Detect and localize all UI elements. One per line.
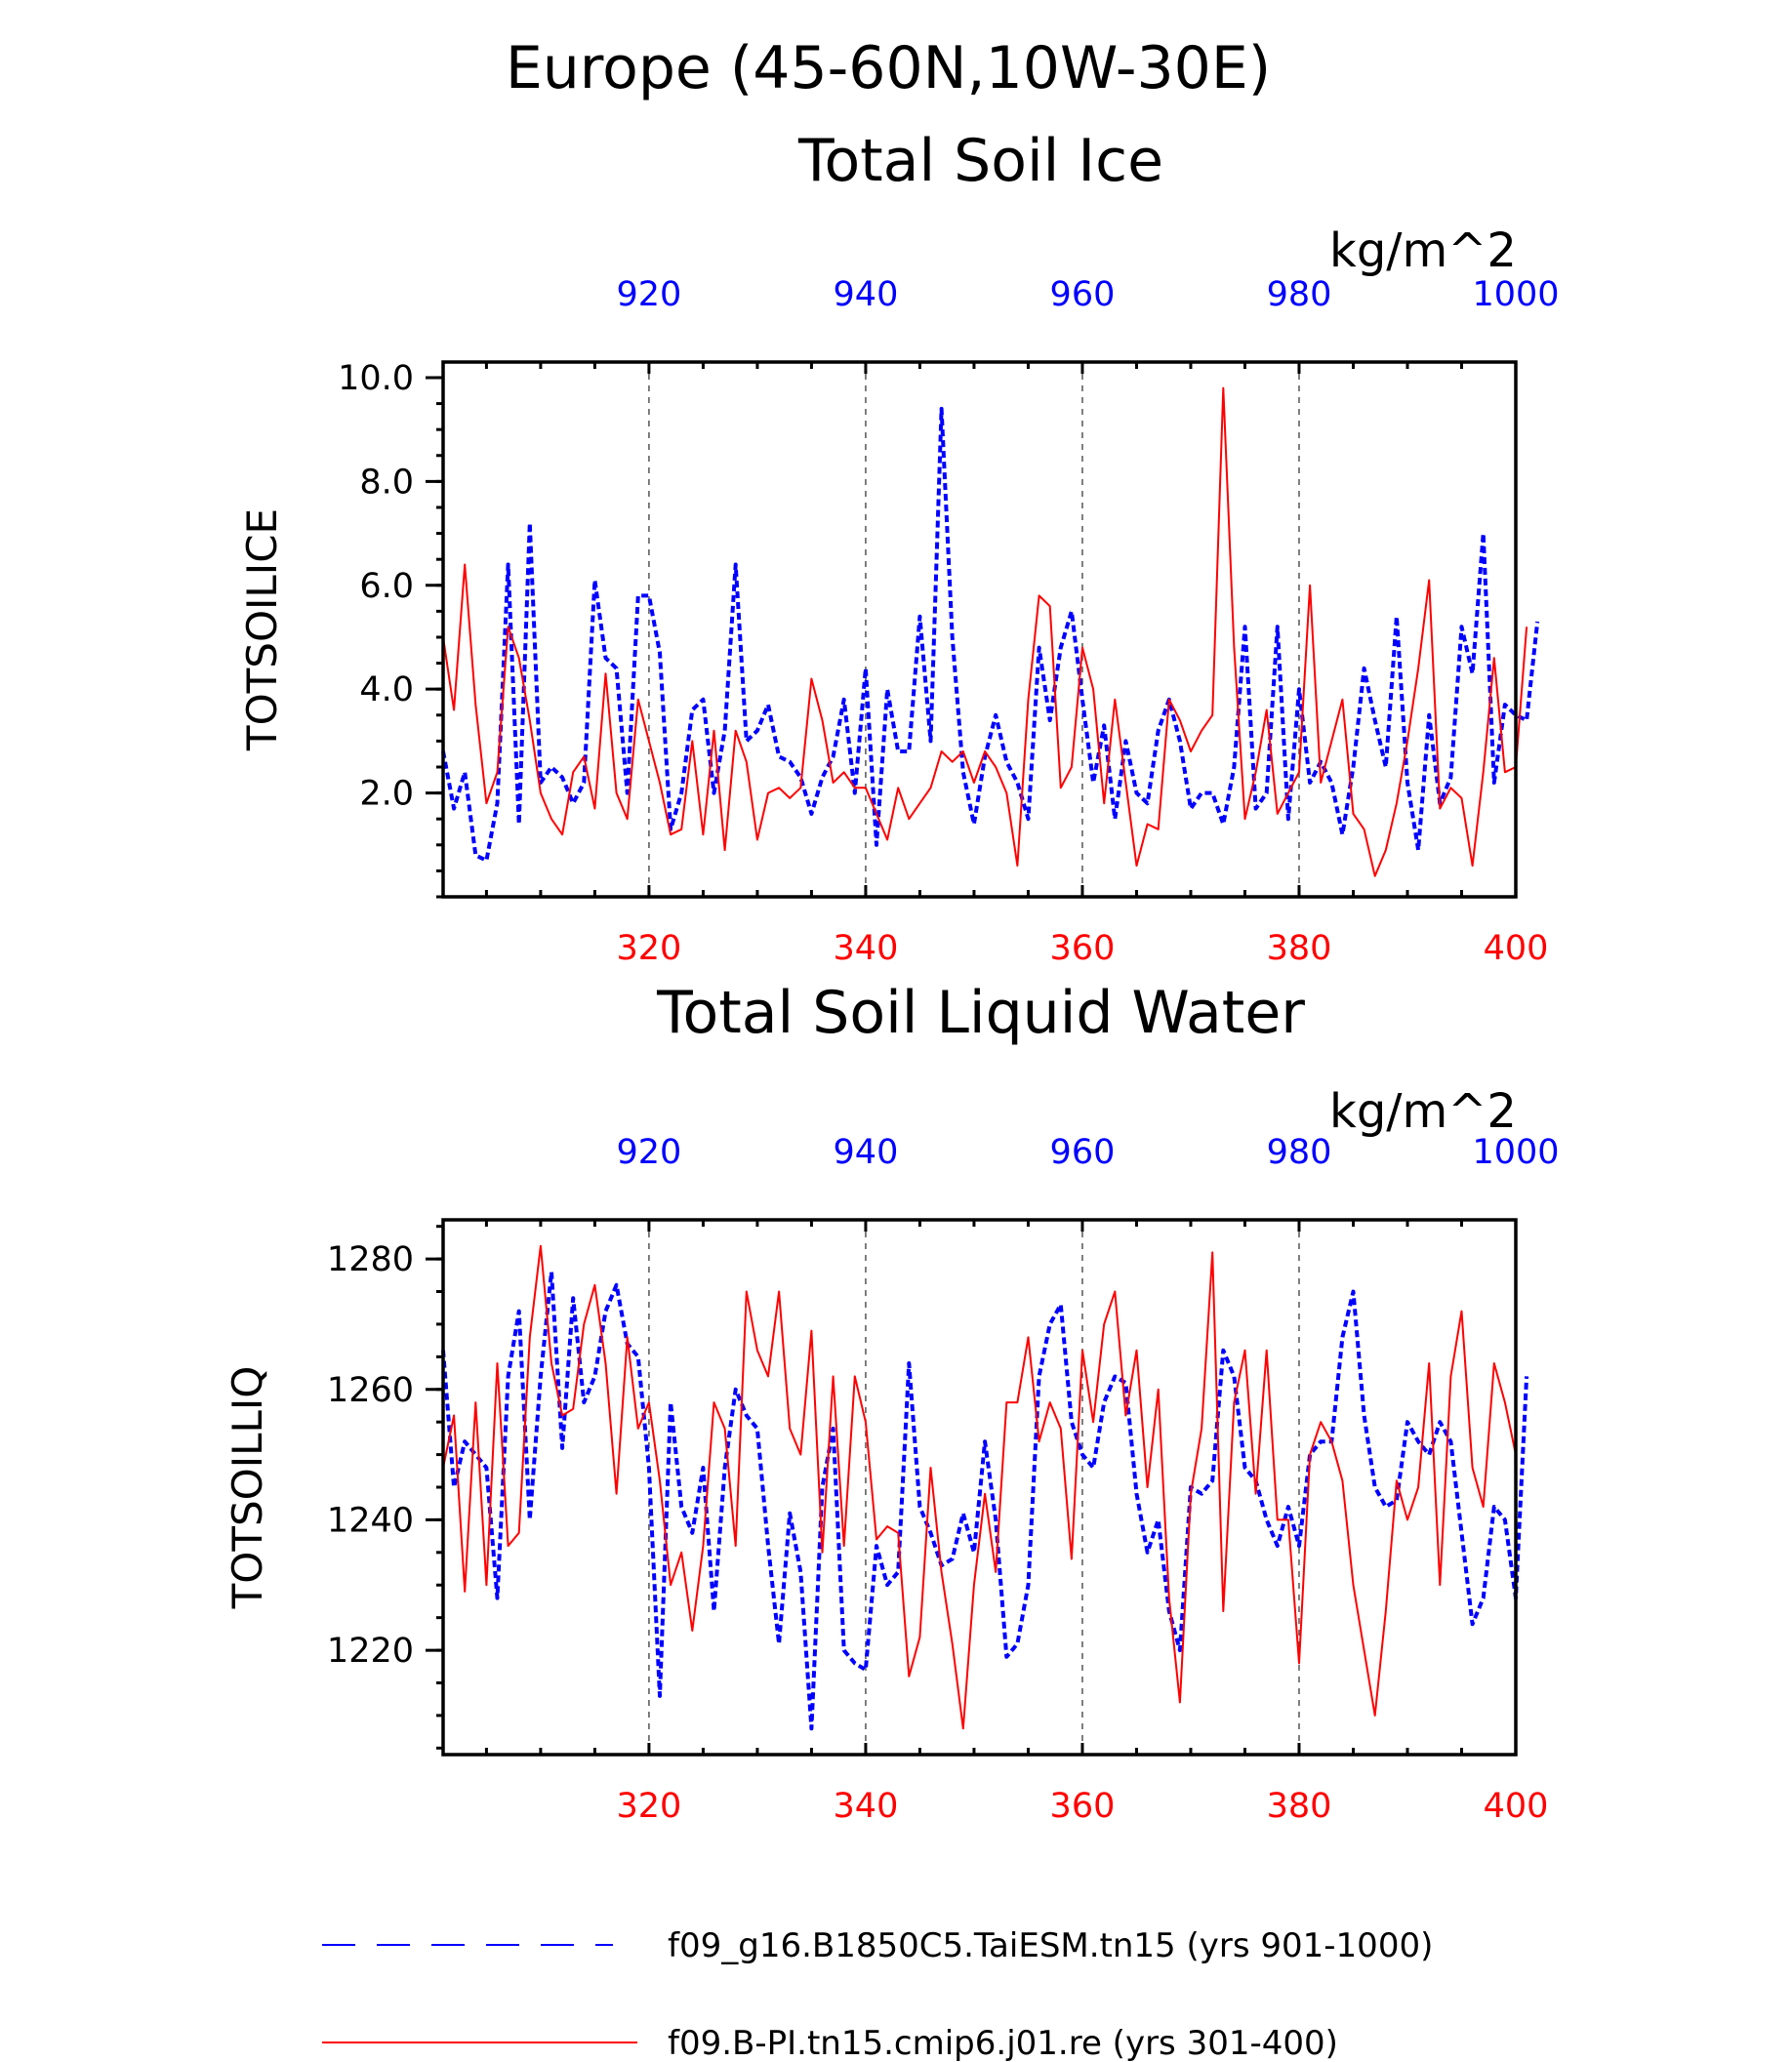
axis-ticks: 320 920 340 940 360 960 380 980 400 1000 2.0 4.0 6.0…	[338, 275, 1559, 968]
series-line-cmip6	[442, 386, 1528, 877]
y-tick-label: 2.0	[359, 775, 414, 814]
y-axis-label: TOTSOILLIQ	[224, 1366, 271, 1610]
series-lines	[441, 386, 1540, 877]
series-line-taiesm	[441, 406, 1540, 863]
plot-frame	[441, 1218, 1518, 1757]
y-tick-label: 8.0	[359, 463, 414, 502]
series-line-cmip6	[442, 1244, 1517, 1730]
x-tick-label-top: 920	[617, 1133, 682, 1172]
series-line-taiesm	[441, 1270, 1529, 1731]
axis-ticks: 320 920 340 940 360 960 380 980 400 1000 1220 1240 1…	[327, 1133, 1560, 1826]
x-tick-label-bottom: 360	[1050, 929, 1116, 968]
x-tick-label-bottom: 400	[1484, 1787, 1549, 1826]
x-tick-label-top: 940	[834, 275, 899, 314]
x-tick-label-bottom: 380	[1267, 929, 1332, 968]
legend-label-cmip6: f09.B-PI.tn15.cmip6.j01.re (yrs 301-400)	[668, 2024, 1338, 2062]
x-tick-label-top: 1000	[1472, 275, 1559, 314]
panel1-subtitle: Total Soil Ice	[797, 127, 1163, 195]
y-tick-label: 1280	[327, 1240, 414, 1279]
y-tick-label: 1260	[327, 1371, 414, 1410]
panel1-units: kg/m^2	[1329, 223, 1517, 278]
grid-lines	[648, 362, 1300, 897]
x-tick-label-top: 960	[1050, 1133, 1116, 1172]
y-tick-label: 4.0	[359, 670, 414, 709]
series-lines	[441, 1244, 1529, 1731]
panel2-units: kg/m^2	[1329, 1084, 1517, 1139]
x-tick-label-top: 960	[1050, 275, 1116, 314]
x-tick-label-top: 1000	[1472, 1133, 1559, 1172]
x-tick-label-bottom: 320	[617, 929, 682, 968]
x-tick-label-top: 980	[1267, 275, 1332, 314]
y-tick-label: 10.0	[338, 359, 414, 398]
plot-frame	[441, 360, 1518, 899]
y-axis-label: TOTSOILICE	[238, 508, 286, 751]
x-tick-label-bottom: 400	[1484, 929, 1549, 968]
x-tick-label-bottom: 380	[1267, 1787, 1332, 1826]
y-tick-label: 1220	[327, 1632, 414, 1671]
x-tick-label-bottom: 320	[617, 1787, 682, 1826]
panel-total-soil-liquid-water: 320 920 340 940 360 960 380 980 400 1000 1220 1240 1…	[224, 1133, 1560, 1826]
panel2-title: Total Soil Liquid Water	[656, 979, 1305, 1047]
panel-total-soil-ice: 320 920 340 940 360 960 380 980 400 1000 2.0 4.0 6.0…	[238, 275, 1560, 968]
x-tick-label-bottom: 360	[1050, 1787, 1116, 1826]
y-tick-label: 1240	[327, 1501, 414, 1540]
legend: f09_g16.B1850C5.TaiESM.tn15 (yrs 901-100…	[322, 1926, 1433, 2062]
y-tick-label: 6.0	[359, 567, 414, 606]
x-tick-label-top: 940	[834, 1133, 899, 1172]
x-tick-label-bottom: 340	[834, 929, 899, 968]
legend-label-taiesm: f09_g16.B1850C5.TaiESM.tn15 (yrs 901-100…	[668, 1926, 1433, 1965]
figure-title: Europe (45-60N,10W-30E)	[506, 34, 1271, 102]
x-tick-label-bottom: 340	[834, 1787, 899, 1826]
x-tick-label-top: 980	[1267, 1133, 1332, 1172]
x-tick-label-top: 920	[617, 275, 682, 314]
